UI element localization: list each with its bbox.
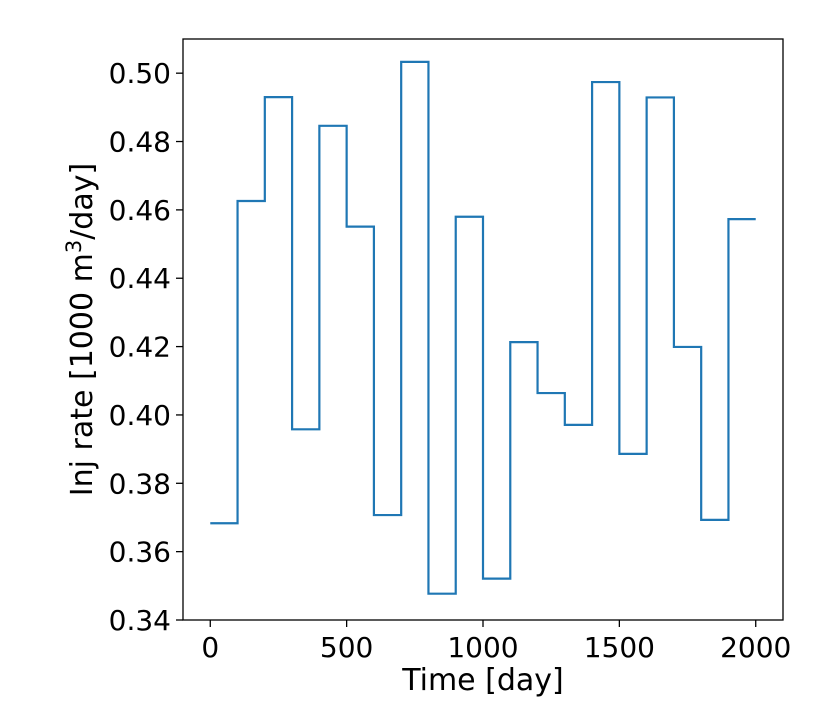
y-tick-label: 0.44: [109, 262, 171, 295]
x-axis: 0 500 1000 1500 2000: [201, 620, 791, 664]
y-tick-label: 0.46: [109, 194, 171, 227]
x-tick-label: 1000: [447, 631, 518, 664]
x-tick-label: 2000: [720, 631, 791, 664]
x-axis-label: Time [day]: [401, 663, 564, 698]
y-tick-label: 0.40: [109, 399, 171, 432]
y-axis-label: Inj rate [1000 m3/day]: [62, 163, 100, 496]
x-tick-label: 0: [201, 631, 219, 664]
plot-series: [210, 60, 756, 595]
y-tick-label: 0.38: [109, 467, 171, 500]
y-tick-label: 0.50: [109, 57, 171, 90]
x-tick-label: 500: [320, 631, 373, 664]
x-tick-label: 1500: [584, 631, 655, 664]
y-axis: 0.34 0.36 0.38 0.40 0.42 0.44 0.46 0.48 0.50: [109, 57, 183, 637]
y-tick-label: 0.36: [109, 536, 171, 569]
y-tick-label: 0.42: [109, 331, 171, 364]
y-tick-label: 0.48: [109, 126, 171, 159]
series-line-0: [210, 60, 756, 595]
y-tick-label: 0.34: [109, 604, 171, 637]
